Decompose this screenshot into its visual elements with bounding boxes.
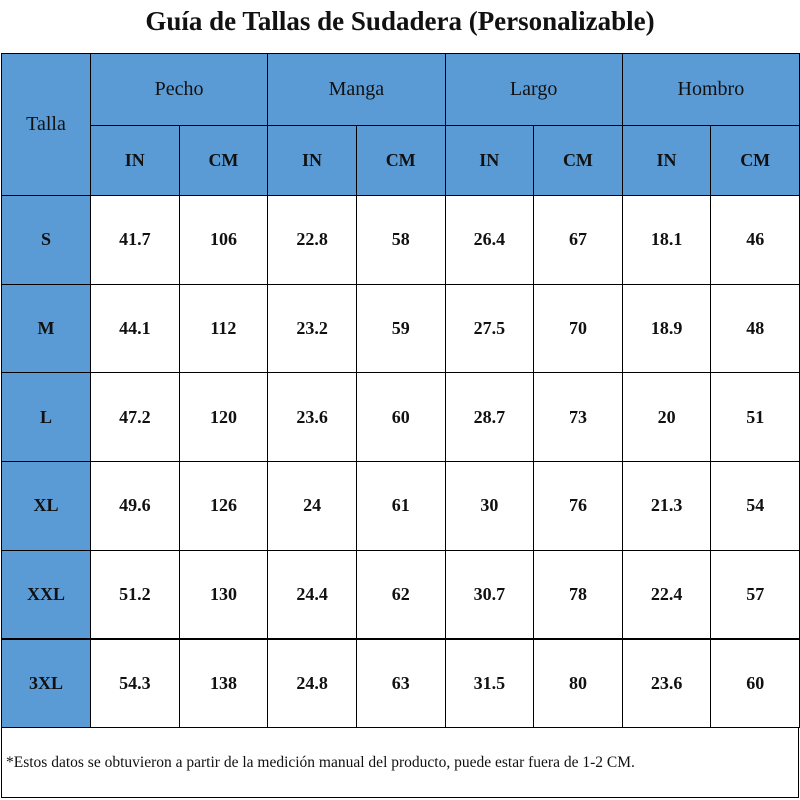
corner-header: Talla [1, 53, 91, 196]
measure-cell: 60 [710, 638, 800, 729]
measure-cell: 48 [710, 283, 800, 374]
unit-header: IN [267, 125, 357, 196]
measure-cell: 30 [444, 461, 535, 551]
measure-cell: 22.4 [621, 549, 712, 640]
measure-cell: 78 [533, 549, 623, 640]
measure-cell: 20 [621, 372, 712, 463]
measure-cell: 59 [355, 283, 446, 374]
measure-cell: 80 [533, 638, 623, 729]
measure-cell: 61 [355, 461, 446, 551]
measure-cell: 41.7 [90, 195, 180, 285]
group-header: Manga [267, 53, 446, 126]
title: Guía de Tallas de Sudadera (Personalizab… [145, 6, 655, 36]
measure-cell: 57 [710, 549, 800, 640]
measure-cell: 23.6 [267, 372, 357, 463]
measure-cell: 112 [178, 283, 269, 374]
measure-cell: 18.1 [621, 195, 712, 285]
measure-cell: 21.3 [621, 461, 712, 551]
measure-cell: 47.2 [90, 372, 180, 463]
unit-header: CM [355, 125, 446, 196]
measure-cell: 51.2 [90, 549, 180, 640]
unit-header: CM [710, 125, 800, 196]
measure-cell: 62 [355, 549, 446, 640]
measure-cell: 22.8 [267, 195, 357, 285]
measure-cell: 23.2 [267, 283, 357, 374]
unit-header: CM [178, 125, 269, 196]
group-header: Largo [444, 53, 623, 126]
measure-cell: 24 [267, 461, 357, 551]
measure-cell: 126 [178, 461, 269, 551]
measure-cell: 44.1 [90, 283, 180, 374]
measure-cell: 27.5 [444, 283, 535, 374]
size-label: XL [1, 461, 91, 551]
measure-cell: 60 [355, 372, 446, 463]
measure-cell: 106 [178, 195, 269, 285]
size-label: 3XL [1, 638, 91, 729]
measure-cell: 49.6 [90, 461, 180, 551]
size-label: M [1, 283, 91, 374]
group-header: Pecho [90, 53, 269, 126]
measure-cell: 63 [355, 638, 446, 729]
size-label: L [1, 372, 91, 463]
measure-cell: 31.5 [444, 638, 535, 729]
measure-cell: 26.4 [444, 195, 535, 285]
size-label: S [1, 195, 91, 285]
measure-cell: 46 [710, 195, 800, 285]
measure-cell: 24.4 [267, 549, 357, 640]
measure-cell: 24.8 [267, 638, 357, 729]
measure-cell: 51 [710, 372, 800, 463]
measure-cell: 30.7 [444, 549, 535, 640]
size-label: XXL [1, 549, 91, 640]
measure-cell: 138 [178, 638, 269, 729]
measure-cell: 120 [178, 372, 269, 463]
measure-cell: 58 [355, 195, 446, 285]
measure-cell: 54.3 [90, 638, 180, 729]
measure-cell: 130 [178, 549, 269, 640]
footnote: *Estos datos se obtuvieron a partir de l… [1, 727, 799, 798]
measure-cell: 73 [533, 372, 623, 463]
unit-header: IN [444, 125, 535, 196]
unit-header: IN [621, 125, 712, 196]
unit-header: CM [533, 125, 623, 196]
measure-cell: 23.6 [621, 638, 712, 729]
measure-cell: 70 [533, 283, 623, 374]
measure-cell: 54 [710, 461, 800, 551]
measure-cell: 76 [533, 461, 623, 551]
group-header: Hombro [621, 53, 800, 126]
measure-cell: 28.7 [444, 372, 535, 463]
unit-header: IN [90, 125, 180, 196]
measure-cell: 18.9 [621, 283, 712, 374]
measure-cell: 67 [533, 195, 623, 285]
